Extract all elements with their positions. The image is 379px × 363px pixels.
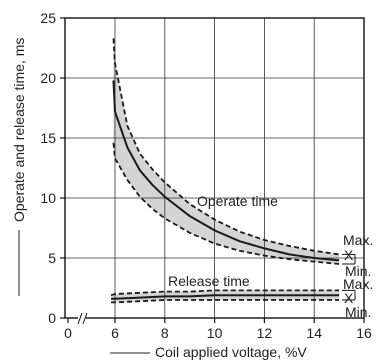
operate-typ-marker: X: [344, 247, 354, 263]
y-tick-label-15: 15: [40, 130, 56, 146]
series-0-max-line: [112, 38, 340, 256]
chart-grid: [60, 17, 365, 325]
series-0-min-line: [112, 142, 340, 265]
y-tick-label-5: 5: [48, 250, 56, 266]
axis-break-mark-a: [77, 312, 83, 325]
release-typ-marker: X: [344, 290, 354, 306]
x-tick-label-16: 16: [356, 325, 372, 341]
x-tick-label-14: 14: [306, 325, 322, 341]
y-tick-label-10: 10: [40, 190, 56, 206]
x-tick-label-8: 8: [161, 325, 169, 341]
series-1-typ-line: [111, 294, 340, 300]
y-tick-label-20: 20: [40, 70, 56, 86]
tick-labels: 0 5 10 15 20 25 0 6 8 10 12 14 16: [40, 10, 372, 341]
x-tick-label-10: 10: [207, 325, 223, 341]
curves: [110, 38, 356, 304]
y-tick-label-25: 25: [40, 10, 56, 26]
x-tick-label-6: 6: [111, 325, 119, 341]
release-max-label: Max.: [343, 276, 373, 292]
operate-time-label: Operate time: [197, 193, 278, 209]
x-tick-label-12: 12: [257, 325, 273, 341]
axis-break-mark-b: [82, 312, 88, 325]
operate-min-label: Min.: [345, 263, 371, 279]
series-1-max-line: [110, 289, 340, 297]
series-1-min-line: [111, 299, 340, 304]
axis-break-gap: [78, 315, 86, 325]
release-time-label: Release time: [168, 273, 250, 289]
operate-max-label: Max.: [343, 232, 373, 248]
series-0-typ-line: [112, 80, 340, 262]
tolerance-band-0: [113, 38, 340, 265]
x-axis-label: Coil applied voltage, %V: [155, 344, 307, 360]
release-min-label: Min.: [345, 304, 371, 320]
y-tick-label-0: 0: [48, 310, 56, 326]
y-axis-label: Operate and release time, ms: [11, 38, 27, 222]
annotations: Operate time Release time Max. Min. Max.…: [168, 193, 373, 320]
x-tick-label-0: 0: [64, 325, 72, 341]
